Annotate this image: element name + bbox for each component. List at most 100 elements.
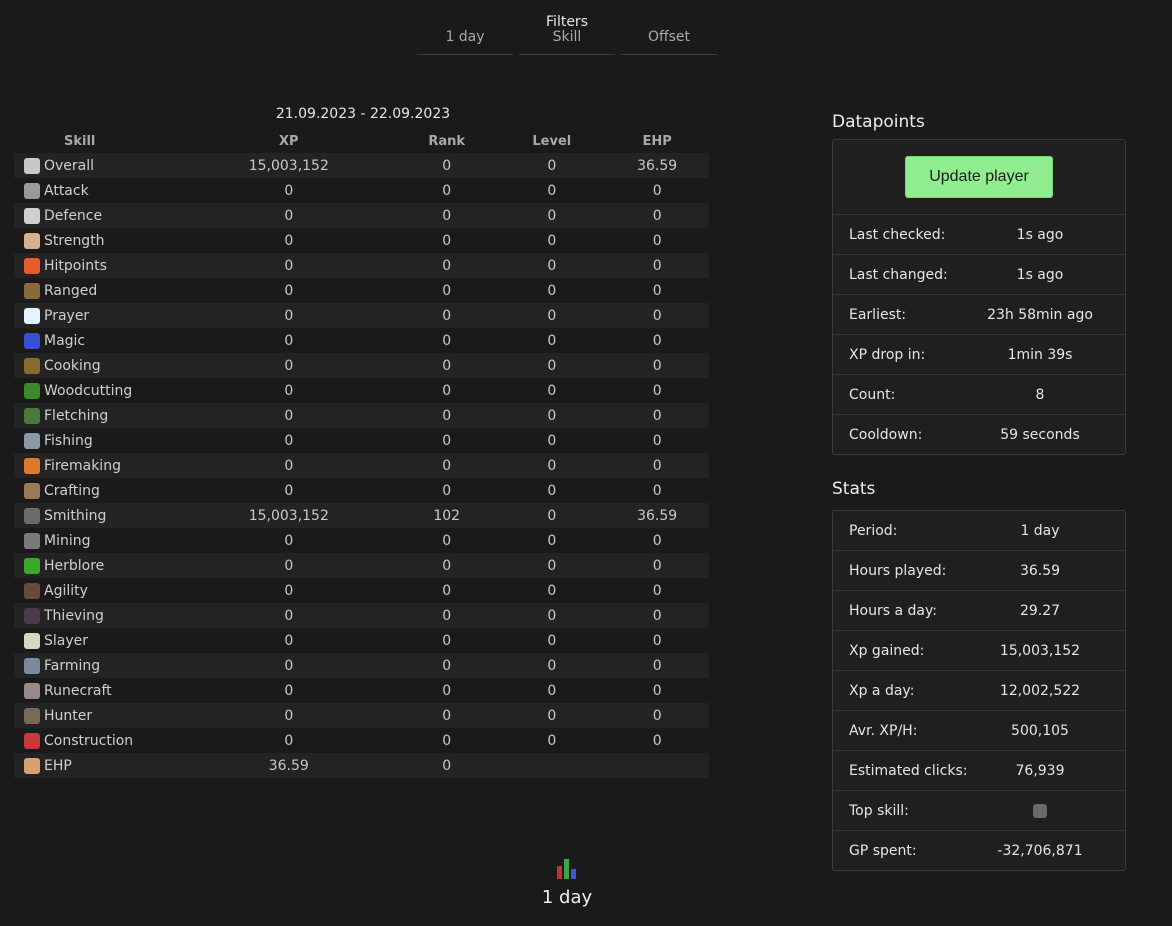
header-rank[interactable]: Rank <box>428 133 466 149</box>
level-cell: 0 <box>498 678 606 703</box>
skill-name[interactable]: Woodcutting <box>44 382 133 399</box>
skill-name-wrap: Overall <box>14 157 183 174</box>
header-xp[interactable]: XP <box>279 133 299 149</box>
rank-cell: 0 <box>395 553 499 578</box>
table-row[interactable]: Defence 0 0 0 0 <box>14 203 709 228</box>
update-player-button[interactable]: Update player <box>905 156 1053 198</box>
table-row[interactable]: Agility 0 0 0 0 <box>14 578 709 603</box>
ehp-cell: 0 <box>605 728 709 753</box>
skill-name[interactable]: Attack <box>44 182 89 199</box>
skill-name[interactable]: EHP <box>44 757 72 774</box>
skill-name-wrap: Hitpoints <box>14 257 183 274</box>
skill-name[interactable]: Construction <box>44 732 134 749</box>
skill-name[interactable]: Hitpoints <box>44 257 107 274</box>
datapoints-row: Last checked: 1s ago <box>833 214 1125 254</box>
header-level[interactable]: Level <box>532 133 572 149</box>
ehp-cell: 0 <box>605 428 709 453</box>
skill-name[interactable]: Hunter <box>44 707 93 724</box>
xp-cell: 0 <box>182 303 396 328</box>
table-row[interactable]: Herblore 0 0 0 0 <box>14 553 709 578</box>
table-row[interactable]: Thieving 0 0 0 0 <box>14 603 709 628</box>
skill-name[interactable]: Magic <box>44 332 86 349</box>
table-row[interactable]: Construction 0 0 0 0 <box>14 728 709 753</box>
rank-cell: 0 <box>395 628 499 653</box>
skill-name-wrap: Smithing <box>14 507 183 524</box>
table-row[interactable]: Prayer 0 0 0 0 <box>14 303 709 328</box>
table-row[interactable]: Fishing 0 0 0 0 <box>14 428 709 453</box>
skill-name[interactable]: Runecraft <box>44 682 112 699</box>
level-cell: 0 <box>498 403 606 428</box>
table-row[interactable]: Magic 0 0 0 0 <box>14 328 709 353</box>
skill-name[interactable]: Strength <box>44 232 105 249</box>
table-row[interactable]: Fletching 0 0 0 0 <box>14 403 709 428</box>
fletching-icon <box>24 407 40 424</box>
table-row[interactable]: Slayer 0 0 0 0 <box>14 628 709 653</box>
table-row[interactable]: Hitpoints 0 0 0 0 <box>14 253 709 278</box>
level-cell: 0 <box>498 653 606 678</box>
header-skill[interactable]: Skill <box>64 133 96 149</box>
skill-name-wrap: Herblore <box>14 557 183 574</box>
skill-name[interactable]: Firemaking <box>44 457 121 474</box>
table-row[interactable]: Smithing 15,003,152 102 0 36.59 <box>14 503 709 528</box>
skill-name[interactable]: Crafting <box>44 482 100 499</box>
smithing-icon <box>1033 803 1047 818</box>
skill-cell: Hunter <box>14 703 183 728</box>
skill-name[interactable]: Prayer <box>44 307 90 324</box>
datapoints-value: 1s ago <box>1016 226 1064 243</box>
skill-cell: Slayer <box>14 628 183 653</box>
filter-offset[interactable]: Offset <box>621 26 717 55</box>
bar-chart-icon[interactable] <box>555 856 579 880</box>
xp-cell: 0 <box>182 378 396 403</box>
table-row[interactable]: EHP 36.59 0 <box>14 753 709 778</box>
skill-name[interactable]: Cooking <box>44 357 101 374</box>
skill-name[interactable]: Ranged <box>44 282 98 299</box>
table-row[interactable]: Cooking 0 0 0 0 <box>14 353 709 378</box>
skill-name[interactable]: Thieving <box>44 607 104 624</box>
table-row[interactable]: Overall 15,003,152 0 0 36.59 <box>14 153 709 178</box>
table-row[interactable]: Mining 0 0 0 0 <box>14 528 709 553</box>
header-ehp[interactable]: EHP <box>642 133 672 149</box>
date-range: 21.09.2023 - 22.09.2023 <box>275 106 451 122</box>
skill-name[interactable]: Smithing <box>44 507 107 524</box>
table-row[interactable]: Attack 0 0 0 0 <box>14 178 709 203</box>
ehp-cell: 0 <box>605 378 709 403</box>
rank-cell: 102 <box>395 503 499 528</box>
skill-name[interactable]: Slayer <box>44 632 89 649</box>
skill-name[interactable]: Defence <box>44 207 103 224</box>
skill-name[interactable]: Herblore <box>44 557 105 574</box>
period-label: 1 day <box>541 887 593 908</box>
table-row[interactable]: Woodcutting 0 0 0 0 <box>14 378 709 403</box>
skill-name[interactable]: Mining <box>44 532 91 549</box>
smithing-icon <box>24 507 40 524</box>
skill-name[interactable]: Agility <box>44 582 88 599</box>
stats-value <box>979 803 1125 819</box>
table-row[interactable]: Hunter 0 0 0 0 <box>14 703 709 728</box>
skill-name[interactable]: Fletching <box>44 407 109 424</box>
table-row[interactable]: Firemaking 0 0 0 0 <box>14 453 709 478</box>
ehp-cell: 0 <box>605 703 709 728</box>
skill-name[interactable]: Farming <box>44 657 101 674</box>
skill-name-wrap: Farming <box>14 657 183 674</box>
skill-name-wrap: Magic <box>14 332 183 349</box>
skill-name[interactable]: Fishing <box>44 432 93 449</box>
table-row[interactable]: Runecraft 0 0 0 0 <box>14 678 709 703</box>
datapoints-title: Datapoints <box>832 112 925 132</box>
filter-skill[interactable]: Skill <box>519 26 615 55</box>
xp-cell: 15,003,152 <box>182 153 396 178</box>
ranged-icon <box>24 282 40 299</box>
stats-label: Xp a day: <box>849 682 915 699</box>
stats-row: Xp gained: 15,003,152 <box>833 630 1125 670</box>
skill-name[interactable]: Overall <box>44 157 95 174</box>
table-row[interactable]: Strength 0 0 0 0 <box>14 228 709 253</box>
rank-cell: 0 <box>395 703 499 728</box>
table-row[interactable]: Farming 0 0 0 0 <box>14 653 709 678</box>
thieving-icon <box>24 607 40 624</box>
filter-period[interactable]: 1 day <box>417 26 513 55</box>
skill-cell: Mining <box>14 528 183 553</box>
skill-name-wrap: Agility <box>14 582 183 599</box>
datapoints-label: Cooldown: <box>849 426 923 443</box>
table-row[interactable]: Ranged 0 0 0 0 <box>14 278 709 303</box>
level-cell: 0 <box>498 253 606 278</box>
table-row[interactable]: Crafting 0 0 0 0 <box>14 478 709 503</box>
datapoints-row: XP drop in: 1min 39s <box>833 334 1125 374</box>
